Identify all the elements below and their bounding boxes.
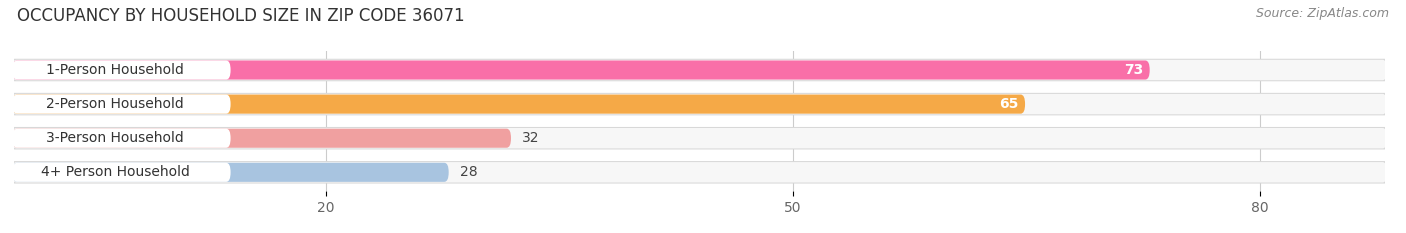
FancyBboxPatch shape [13, 129, 510, 148]
FancyBboxPatch shape [11, 162, 1388, 182]
FancyBboxPatch shape [13, 163, 231, 182]
FancyBboxPatch shape [13, 129, 231, 148]
FancyBboxPatch shape [10, 161, 1389, 184]
FancyBboxPatch shape [13, 163, 449, 182]
FancyBboxPatch shape [11, 128, 1388, 148]
FancyBboxPatch shape [11, 94, 1388, 114]
Text: 3-Person Household: 3-Person Household [46, 131, 184, 145]
FancyBboxPatch shape [13, 95, 1025, 114]
Text: 32: 32 [522, 131, 540, 145]
Text: 1-Person Household: 1-Person Household [46, 63, 184, 77]
Text: Source: ZipAtlas.com: Source: ZipAtlas.com [1256, 7, 1389, 20]
FancyBboxPatch shape [13, 95, 231, 114]
Text: 65: 65 [1000, 97, 1019, 111]
FancyBboxPatch shape [13, 61, 1150, 79]
FancyBboxPatch shape [10, 93, 1389, 115]
FancyBboxPatch shape [10, 127, 1389, 149]
Text: 2-Person Household: 2-Person Household [46, 97, 184, 111]
FancyBboxPatch shape [10, 59, 1389, 81]
Text: OCCUPANCY BY HOUSEHOLD SIZE IN ZIP CODE 36071: OCCUPANCY BY HOUSEHOLD SIZE IN ZIP CODE … [17, 7, 464, 25]
Text: 28: 28 [460, 165, 477, 179]
Text: 73: 73 [1125, 63, 1143, 77]
FancyBboxPatch shape [13, 61, 231, 79]
FancyBboxPatch shape [11, 60, 1388, 80]
Text: 4+ Person Household: 4+ Person Household [41, 165, 190, 179]
